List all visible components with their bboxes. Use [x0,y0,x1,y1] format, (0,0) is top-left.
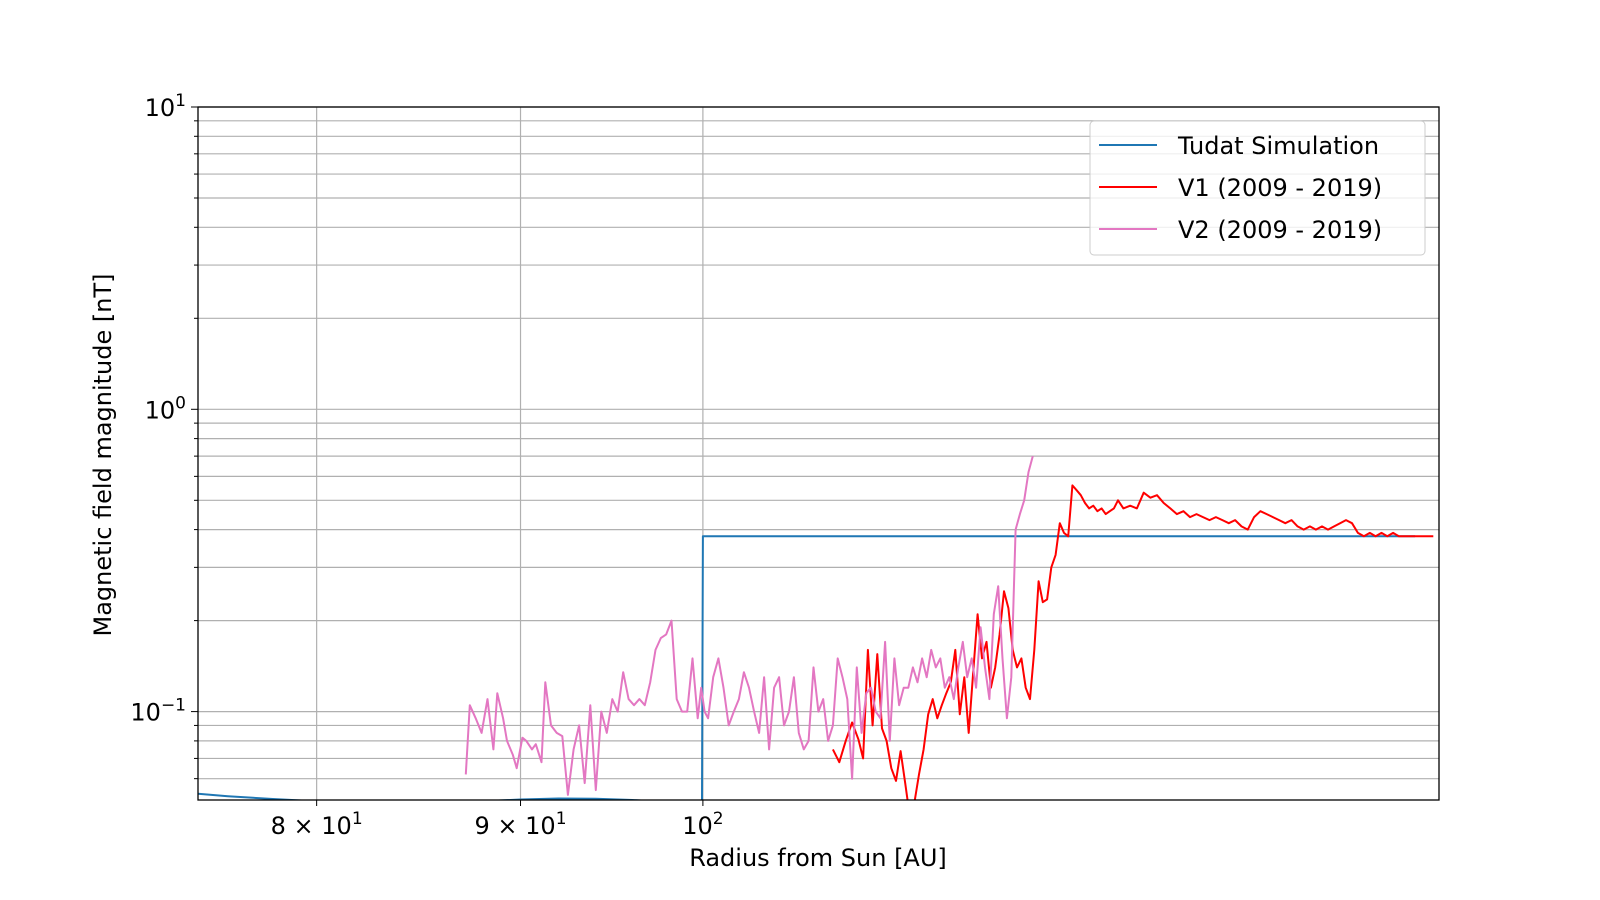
series-line-v2 [464,455,1034,796]
series-line-tudat [198,535,1416,800]
axis-ticks: 8 × 101 9 × 101 102 101 100 10−1 [130,91,723,840]
series-lines [198,455,1434,800]
legend: Tudat Simulation V1 (2009 - 2019) V2 (20… [1089,120,1426,256]
y-tick-label: 10−1 [130,696,186,727]
legend-label-v2: V2 (2009 - 2019) [1178,216,1382,244]
legend-label-v1: V1 (2009 - 2019) [1178,174,1382,202]
x-tick-label: 9 × 101 [475,809,567,840]
x-tick-label: 8 × 101 [271,809,363,840]
y-axis-title: Magnetic field magnitude [nT] [89,274,117,637]
series-line-v1 [832,484,1434,800]
legend-box [1089,120,1426,256]
y-tick-label: 100 [145,393,186,424]
x-tick-label: 102 [682,809,723,840]
legend-label-tudat: Tudat Simulation [1177,132,1379,160]
plot-area-frame [197,106,1440,801]
x-axis-title: Radius from Sun [AU] [689,844,947,872]
y-tick-label: 101 [145,91,186,122]
